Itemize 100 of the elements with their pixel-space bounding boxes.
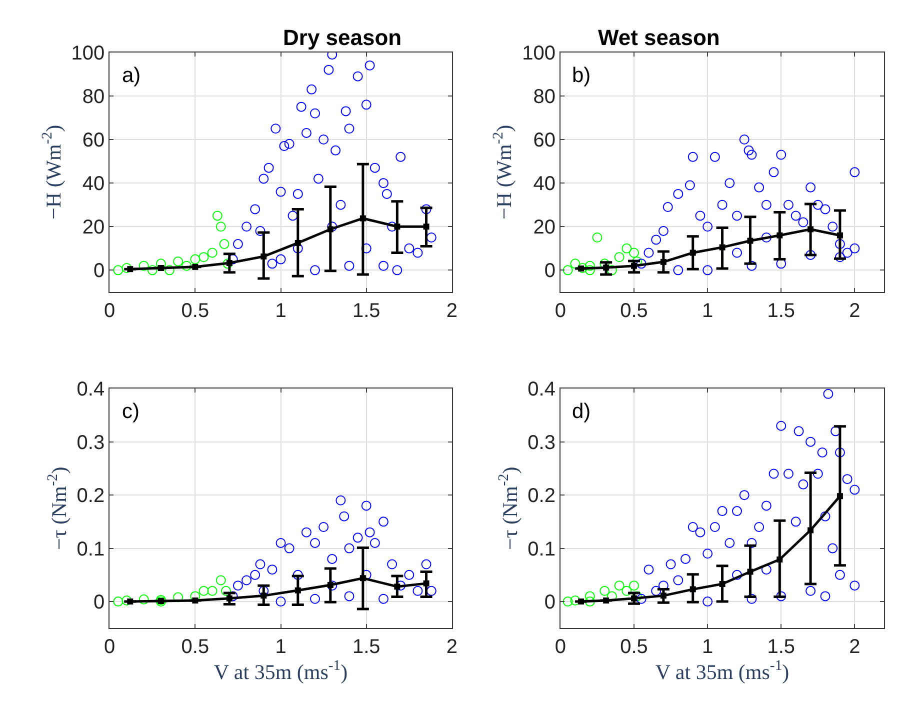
- point: [808, 226, 814, 232]
- point: [850, 167, 860, 178]
- point: [378, 178, 388, 188]
- point: [739, 490, 750, 500]
- x-tick-label: 0.5: [620, 300, 648, 322]
- point: [296, 102, 306, 112]
- point: [192, 264, 198, 270]
- y-tick-label: 0.2: [528, 485, 556, 508]
- x-tick-label: 2: [849, 300, 860, 322]
- point: [834, 447, 845, 458]
- point: [207, 248, 218, 258]
- point: [629, 248, 640, 258]
- point: [622, 586, 632, 596]
- point: [242, 222, 252, 232]
- y-tick-label: 60: [82, 130, 105, 152]
- point: [250, 570, 260, 580]
- x-tick-label: 2: [446, 636, 458, 658]
- y-tick-label: 0.3: [528, 432, 556, 454]
- point: [776, 232, 783, 238]
- point: [423, 580, 430, 586]
- point: [198, 586, 209, 596]
- point: [702, 596, 713, 607]
- point: [378, 260, 388, 271]
- x-tick-label: 1.5: [767, 636, 796, 658]
- y-tick-label: 80: [82, 86, 105, 108]
- point: [812, 468, 823, 479]
- point: [719, 580, 726, 587]
- point: [673, 265, 684, 276]
- point: [404, 243, 414, 254]
- point: [798, 217, 808, 228]
- point: [794, 426, 804, 436]
- x-tick-label: 2: [849, 636, 860, 658]
- point: [182, 260, 192, 271]
- point: [746, 150, 757, 160]
- point: [695, 210, 706, 221]
- point: [158, 265, 164, 272]
- point: [636, 594, 646, 604]
- point: [850, 580, 860, 591]
- point: [724, 178, 735, 188]
- point: [361, 500, 372, 511]
- point: [614, 252, 624, 262]
- point: [658, 226, 668, 236]
- point: [836, 232, 843, 238]
- point: [754, 182, 764, 192]
- point: [850, 484, 860, 495]
- point: [798, 479, 808, 490]
- point: [710, 152, 720, 162]
- point: [122, 263, 132, 274]
- y-tick-label: 20: [82, 216, 105, 239]
- point: [276, 186, 286, 197]
- point: [790, 210, 801, 221]
- point: [761, 232, 772, 243]
- point: [394, 584, 400, 590]
- x-axis-title: V at 35m (ms$^{-1}$): [655, 658, 790, 684]
- point: [264, 162, 274, 173]
- point: [292, 570, 303, 580]
- y-tick-label: 40: [82, 173, 105, 196]
- point: [327, 52, 338, 60]
- point: [352, 532, 363, 543]
- point: [651, 586, 662, 596]
- point: [339, 511, 350, 522]
- point: [294, 240, 301, 246]
- point: [255, 559, 266, 570]
- point: [806, 250, 816, 260]
- point: [147, 265, 158, 276]
- point: [284, 138, 294, 149]
- point: [344, 591, 354, 602]
- point: [817, 447, 828, 458]
- point: [673, 188, 684, 199]
- point: [690, 250, 696, 256]
- point: [688, 522, 698, 532]
- point: [622, 243, 632, 254]
- point: [192, 597, 198, 604]
- point: [284, 543, 294, 554]
- annotation: a): [122, 64, 141, 87]
- y-tick-label: 100: [71, 42, 105, 64]
- point: [232, 580, 243, 591]
- point: [412, 586, 423, 596]
- point: [310, 108, 320, 118]
- point: [744, 145, 754, 156]
- point: [828, 543, 838, 554]
- point: [702, 548, 713, 559]
- y-tick-label: 40: [533, 173, 556, 196]
- point: [382, 188, 392, 199]
- annotation: c): [122, 400, 140, 423]
- point: [842, 474, 852, 484]
- point: [806, 586, 816, 596]
- point: [344, 124, 354, 134]
- point: [360, 215, 366, 222]
- point: [306, 84, 317, 94]
- point: [584, 596, 595, 607]
- point: [279, 141, 290, 152]
- point: [404, 570, 414, 580]
- point: [127, 266, 134, 272]
- point: [387, 222, 398, 232]
- point: [378, 516, 388, 527]
- point: [732, 570, 742, 580]
- point: [360, 575, 366, 582]
- point: [370, 538, 380, 548]
- x-tick-label: 0.5: [620, 636, 648, 658]
